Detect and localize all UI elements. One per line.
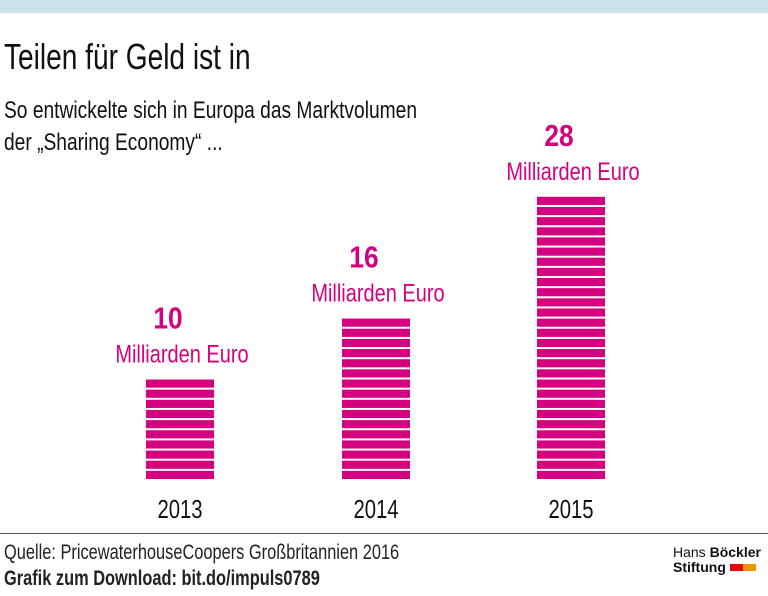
bar-stripe xyxy=(537,227,605,236)
bar-stripe xyxy=(537,278,605,287)
bar-stripe xyxy=(537,257,605,266)
bar-stripe xyxy=(537,389,605,398)
bar-stripe xyxy=(146,399,214,408)
bar-stripe xyxy=(537,470,605,479)
bar-stripe xyxy=(537,409,605,419)
x-tick-label: 2014 xyxy=(353,495,398,524)
chart-title: Teilen für Geld ist in xyxy=(4,36,251,77)
bar-stripe xyxy=(537,460,605,469)
value-label: 10 xyxy=(153,302,182,336)
bar-stripe xyxy=(342,460,410,469)
bar-stripe xyxy=(537,379,605,388)
logo-orange-square-icon xyxy=(742,563,756,571)
bar-stripe xyxy=(146,450,214,459)
x-tick-label: 2013 xyxy=(157,495,202,524)
bar-stripe xyxy=(342,359,410,368)
bar-2014 xyxy=(342,318,410,479)
bar-stripe xyxy=(342,369,410,378)
hans-boeckler-stiftung-logo: Hans Böckler Stiftung xyxy=(673,545,761,575)
bar-stripe xyxy=(342,379,410,388)
bar-stripe xyxy=(537,440,605,449)
bar-stripe xyxy=(342,470,410,479)
chart-subtitle: So entwickelte sich in Europa das Marktv… xyxy=(4,95,417,159)
bar-stripe xyxy=(342,430,410,439)
logo-text-stiftung: Stiftung xyxy=(673,559,726,575)
bar-stripe xyxy=(146,460,214,469)
bar-stripe xyxy=(342,389,410,398)
logo-text-boeckler: Böckler xyxy=(709,544,761,560)
bar-stripe xyxy=(537,359,605,368)
bar-stripe xyxy=(146,440,214,449)
bar-stripe xyxy=(537,420,605,429)
footer-divider xyxy=(0,533,768,534)
bar-stripe xyxy=(537,430,605,439)
bar-stripe xyxy=(342,420,410,429)
value-label: 16 xyxy=(349,241,378,275)
bar-stripe xyxy=(537,196,605,205)
subtitle-line-1: So entwickelte sich in Europa das Marktv… xyxy=(4,97,417,124)
bar-stripe xyxy=(342,349,410,358)
bar-stripe xyxy=(537,217,605,226)
unit-label: Milliarden Euro xyxy=(506,158,639,186)
bar-stripe xyxy=(342,318,410,327)
top-band xyxy=(0,0,768,13)
bar-stripe xyxy=(537,328,605,337)
bar-stripe xyxy=(146,430,214,439)
subtitle-line-2: der „Sharing Economy“ ... xyxy=(4,129,223,156)
bar-stripe xyxy=(342,338,410,348)
bar-stripe xyxy=(537,237,605,246)
bar-stripe xyxy=(146,409,214,419)
logo-red-square-icon xyxy=(729,563,743,571)
bar-stripe xyxy=(146,379,214,388)
bar-stripe xyxy=(342,328,410,337)
x-tick-label: 2015 xyxy=(548,495,593,524)
bar-stripe xyxy=(342,440,410,449)
bar-stripe xyxy=(342,409,410,419)
bar-stripe xyxy=(342,450,410,459)
bar-stripe xyxy=(342,399,410,408)
bar-stripe xyxy=(537,267,605,276)
bar-stripe xyxy=(537,450,605,459)
bar-stripe xyxy=(146,389,214,398)
bar-stripe xyxy=(537,349,605,358)
value-label: 28 xyxy=(544,119,573,153)
bar-2015 xyxy=(537,196,605,479)
unit-label: Milliarden Euro xyxy=(311,280,444,308)
unit-label: Milliarden Euro xyxy=(115,340,248,368)
bar-stripe xyxy=(146,470,214,479)
bar-stripe xyxy=(537,338,605,348)
download-link[interactable]: Grafik zum Download: bit.do/impuls0789 xyxy=(4,567,320,590)
bar-stripe xyxy=(537,369,605,378)
bar-stripe xyxy=(537,206,605,216)
bar-2013 xyxy=(146,379,214,479)
bar-stripe xyxy=(537,318,605,327)
bar-stripe xyxy=(537,399,605,408)
bar-stripe xyxy=(537,298,605,307)
bar-stripe xyxy=(146,420,214,429)
bar-stripe xyxy=(537,247,605,256)
bar-stripe xyxy=(537,308,605,317)
bar-stripe xyxy=(537,288,605,297)
logo-text-hans: Hans xyxy=(673,544,710,560)
source-note: Quelle: PricewaterhouseCoopers Großbrita… xyxy=(4,541,400,564)
